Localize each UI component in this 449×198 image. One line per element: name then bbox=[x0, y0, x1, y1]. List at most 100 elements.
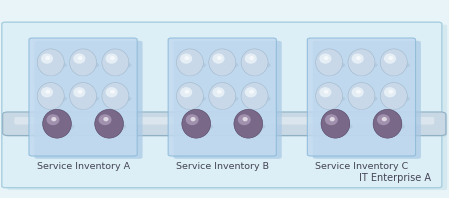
Ellipse shape bbox=[382, 117, 387, 121]
Ellipse shape bbox=[382, 95, 410, 103]
Ellipse shape bbox=[382, 87, 405, 109]
Ellipse shape bbox=[234, 109, 263, 138]
Ellipse shape bbox=[71, 61, 99, 69]
Ellipse shape bbox=[349, 61, 378, 69]
Ellipse shape bbox=[209, 49, 236, 76]
Ellipse shape bbox=[238, 114, 251, 125]
Ellipse shape bbox=[176, 83, 203, 109]
Ellipse shape bbox=[70, 83, 97, 109]
Ellipse shape bbox=[45, 114, 69, 138]
Ellipse shape bbox=[317, 95, 345, 103]
Ellipse shape bbox=[330, 117, 335, 121]
Ellipse shape bbox=[78, 90, 83, 94]
Ellipse shape bbox=[319, 87, 331, 97]
Ellipse shape bbox=[324, 90, 329, 94]
FancyBboxPatch shape bbox=[4, 113, 447, 137]
Ellipse shape bbox=[382, 53, 405, 76]
FancyBboxPatch shape bbox=[14, 117, 434, 125]
Ellipse shape bbox=[350, 53, 373, 76]
Ellipse shape bbox=[104, 53, 127, 76]
Ellipse shape bbox=[350, 87, 373, 109]
Ellipse shape bbox=[104, 87, 127, 109]
Ellipse shape bbox=[110, 90, 115, 94]
Ellipse shape bbox=[184, 114, 208, 138]
Ellipse shape bbox=[78, 56, 83, 60]
Ellipse shape bbox=[249, 90, 254, 94]
Ellipse shape bbox=[249, 56, 254, 60]
Ellipse shape bbox=[45, 90, 50, 94]
Ellipse shape bbox=[373, 109, 402, 138]
Ellipse shape bbox=[97, 114, 121, 138]
Ellipse shape bbox=[210, 95, 238, 103]
Ellipse shape bbox=[106, 87, 118, 97]
Ellipse shape bbox=[318, 53, 341, 76]
Ellipse shape bbox=[384, 53, 396, 64]
Ellipse shape bbox=[374, 122, 405, 131]
Ellipse shape bbox=[99, 114, 111, 125]
Ellipse shape bbox=[382, 61, 410, 69]
Ellipse shape bbox=[190, 117, 196, 121]
Ellipse shape bbox=[44, 122, 74, 131]
Ellipse shape bbox=[323, 114, 348, 138]
Ellipse shape bbox=[45, 56, 50, 60]
Ellipse shape bbox=[102, 49, 129, 76]
Ellipse shape bbox=[71, 87, 94, 109]
Ellipse shape bbox=[39, 87, 62, 109]
Ellipse shape bbox=[319, 53, 331, 64]
Ellipse shape bbox=[241, 49, 268, 76]
Ellipse shape bbox=[211, 53, 233, 76]
Ellipse shape bbox=[242, 95, 271, 103]
Ellipse shape bbox=[70, 49, 97, 76]
Ellipse shape bbox=[348, 83, 375, 109]
Ellipse shape bbox=[388, 56, 393, 60]
Ellipse shape bbox=[37, 83, 64, 109]
Ellipse shape bbox=[321, 109, 350, 138]
Ellipse shape bbox=[243, 87, 266, 109]
Ellipse shape bbox=[37, 49, 64, 76]
FancyBboxPatch shape bbox=[7, 25, 447, 190]
Ellipse shape bbox=[352, 53, 364, 64]
Ellipse shape bbox=[210, 61, 238, 69]
FancyBboxPatch shape bbox=[34, 41, 143, 159]
Ellipse shape bbox=[349, 95, 378, 103]
Ellipse shape bbox=[95, 109, 123, 138]
Text: Service Inventory B: Service Inventory B bbox=[176, 162, 269, 171]
FancyBboxPatch shape bbox=[307, 38, 416, 156]
Ellipse shape bbox=[102, 83, 129, 109]
Ellipse shape bbox=[103, 117, 109, 121]
Ellipse shape bbox=[39, 95, 67, 103]
Text: Service Inventory A: Service Inventory A bbox=[36, 162, 130, 171]
Ellipse shape bbox=[183, 122, 213, 131]
Ellipse shape bbox=[186, 114, 198, 125]
Ellipse shape bbox=[388, 90, 393, 94]
Ellipse shape bbox=[178, 61, 206, 69]
Ellipse shape bbox=[352, 87, 364, 97]
Ellipse shape bbox=[243, 53, 266, 76]
Ellipse shape bbox=[356, 56, 361, 60]
Ellipse shape bbox=[73, 53, 85, 64]
Ellipse shape bbox=[41, 53, 53, 64]
Ellipse shape bbox=[39, 53, 62, 76]
Ellipse shape bbox=[71, 53, 94, 76]
FancyBboxPatch shape bbox=[313, 41, 421, 159]
Ellipse shape bbox=[39, 61, 67, 69]
Ellipse shape bbox=[178, 95, 206, 103]
Ellipse shape bbox=[316, 83, 343, 109]
Ellipse shape bbox=[236, 114, 260, 138]
Ellipse shape bbox=[324, 56, 329, 60]
Ellipse shape bbox=[241, 83, 268, 109]
FancyBboxPatch shape bbox=[29, 38, 137, 156]
Ellipse shape bbox=[51, 117, 57, 121]
Ellipse shape bbox=[348, 49, 375, 76]
Ellipse shape bbox=[325, 114, 338, 125]
Text: IT Enterprise A: IT Enterprise A bbox=[360, 173, 431, 183]
Ellipse shape bbox=[380, 83, 407, 109]
Ellipse shape bbox=[322, 122, 352, 131]
Ellipse shape bbox=[380, 49, 407, 76]
FancyBboxPatch shape bbox=[173, 41, 282, 159]
Ellipse shape bbox=[245, 53, 257, 64]
Ellipse shape bbox=[375, 114, 400, 138]
Ellipse shape bbox=[242, 61, 271, 69]
Ellipse shape bbox=[185, 56, 189, 60]
Ellipse shape bbox=[180, 87, 192, 97]
